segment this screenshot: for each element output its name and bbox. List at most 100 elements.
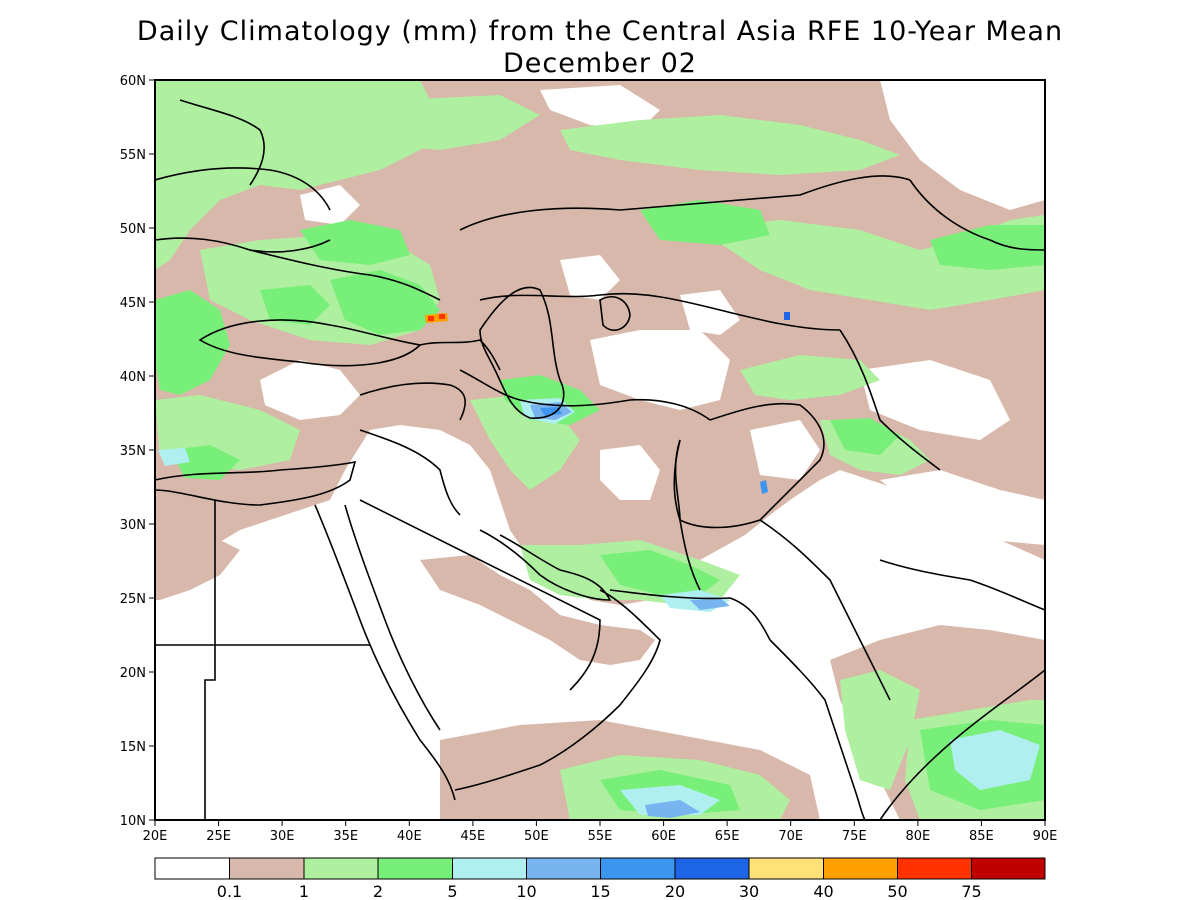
legend-swatch [154, 857, 230, 880]
precip-area-green-caucasus [330, 270, 440, 335]
precip-area-cyan-arabian-sea [620, 785, 720, 815]
precip-area-green-central-asia [640, 200, 770, 245]
lon-label: 25E [206, 829, 231, 844]
legend-swatch [674, 857, 750, 880]
lon-label: 80E [906, 829, 931, 844]
legend-swatch [823, 857, 898, 880]
dry-patch-kyzylkum [680, 290, 740, 335]
dry-patch-tibet [880, 470, 1045, 545]
dry-patch-kazakhstan [560, 255, 620, 300]
color-legend: 0.1 1 2 5 10 15 20 30 40 50 75 [154, 857, 1046, 900]
legend-swatch [600, 857, 676, 880]
border-europe-1 [155, 167, 331, 211]
lat-labels: 60N 55N 50N 45N 40N 35N 30N 25N 20N 15N … [120, 74, 146, 829]
coastline-arabia-south [454, 589, 661, 791]
legend-swatch [748, 857, 824, 880]
lon-labels: 20E 25E 30E 35E 40E 45E 50E 55E 60E 65E … [143, 829, 1058, 844]
dry-patch-pakistan [750, 420, 820, 480]
precip-area-cyan-aegean [158, 448, 190, 466]
legend-swatch [526, 857, 601, 880]
precip-area-red-caucasus-2 [439, 314, 445, 319]
precip-area-green-anatolia [170, 445, 240, 480]
lon-label: 85E [969, 829, 994, 844]
border-saudi-arabia [359, 499, 601, 691]
precip-area-green-russia [300, 220, 410, 265]
lat-label: 45N [120, 296, 146, 311]
lon-label: 55E [588, 829, 613, 844]
border-china-southwest [839, 329, 941, 471]
precip-area-green-blacksea-north [260, 285, 330, 325]
legend-label: 5 [447, 882, 457, 900]
legend-label: 0.1 [217, 882, 242, 900]
lon-label: 50E [524, 829, 549, 844]
coastline-india-west [769, 639, 866, 820]
legend-label: 30 [739, 882, 759, 900]
legend-label: 75 [961, 882, 981, 900]
legend-label: 2 [373, 882, 383, 900]
legend-swatch [377, 857, 453, 880]
lon-label: 70E [778, 829, 803, 844]
precip-area-lightgreen-india [840, 670, 920, 790]
lon-label: 75E [842, 829, 867, 844]
precip-area-green-east [930, 225, 1045, 270]
border-china-west [909, 179, 1045, 251]
coastline-pakistan [609, 589, 771, 641]
dry-patch-north [540, 85, 660, 130]
chart-title: Daily Climatology (mm) from the Central … [136, 16, 1064, 47]
legend-label: 1 [299, 882, 309, 900]
legend-swatch [452, 857, 527, 880]
lon-label: 40E [397, 829, 422, 844]
precip-area-red-caucasus-1 [428, 316, 434, 321]
coastline-caspian-sea [479, 286, 565, 419]
lon-label: 30E [270, 829, 295, 844]
precip-area-blue-makran [690, 598, 730, 610]
border-syria-iraq [359, 429, 461, 516]
lon-label: 45E [461, 829, 486, 844]
precip-area-lightgreen-steppe [300, 95, 540, 150]
border-sudan [155, 644, 216, 820]
legend-swatch [971, 857, 1046, 880]
precip-area-green-makran [600, 550, 720, 595]
border-nepal [879, 559, 1045, 611]
legend-label: 20 [665, 882, 685, 900]
legend-label: 50 [887, 882, 907, 900]
dry-patch-northwest [300, 185, 360, 225]
coastline-black-sea [198, 319, 422, 367]
legend-label: 15 [590, 882, 610, 900]
dry-patch-mongolia [880, 80, 1045, 210]
border-europe-3 [179, 99, 265, 186]
coastline-persian-gulf [479, 529, 612, 601]
legend-swatch [229, 857, 305, 880]
precipitation-map [155, 80, 1045, 820]
lat-label: 40N [120, 370, 146, 385]
precip-area-lightgreen-siberia [560, 115, 900, 175]
lat-ticks [149, 79, 155, 821]
border-caucasus [419, 339, 501, 371]
lon-label: 65E [715, 829, 740, 844]
legend-swatch [897, 857, 972, 880]
border-india-pakistan [759, 519, 891, 701]
precip-area-blue-arabian-sea [645, 800, 700, 818]
legend-label: 10 [516, 882, 536, 900]
legend-swatch [303, 857, 379, 880]
lon-label: 20E [143, 829, 168, 844]
lat-label: 20N [120, 666, 146, 681]
lon-ticks [154, 820, 1046, 826]
border-kazakhstan-south [479, 292, 841, 331]
coastline-red-sea-east [344, 504, 441, 731]
legend-label: 40 [813, 882, 833, 900]
border-russia-ukraine [249, 249, 441, 301]
border-turkey-east [359, 382, 466, 421]
precip-area-brown-africa [155, 535, 240, 600]
coastline-mediterranean [155, 460, 357, 506]
lon-label: 35E [333, 829, 358, 844]
lat-label: 25N [120, 592, 146, 607]
lon-label: 90E [1033, 829, 1058, 844]
precip-area-midblue-afghanistan [760, 480, 768, 494]
precip-area-lightgreen-tianshan [740, 355, 880, 400]
precip-area-brown-arabia [420, 555, 655, 665]
lat-label: 50N [120, 222, 146, 237]
precip-area-darkblue-kazakhstan [784, 312, 790, 320]
dry-patch-iran [600, 445, 660, 500]
